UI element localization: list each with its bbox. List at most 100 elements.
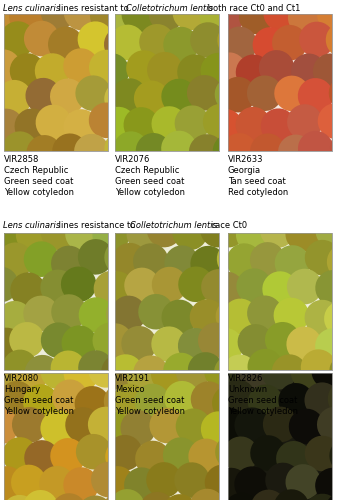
Ellipse shape xyxy=(211,52,247,88)
Ellipse shape xyxy=(75,386,110,422)
Ellipse shape xyxy=(2,132,38,167)
Ellipse shape xyxy=(250,134,285,169)
Ellipse shape xyxy=(224,493,259,500)
Ellipse shape xyxy=(101,107,136,142)
Ellipse shape xyxy=(208,328,243,364)
Ellipse shape xyxy=(133,244,168,279)
Ellipse shape xyxy=(104,81,139,116)
Text: Colletotrichum lentis: Colletotrichum lentis xyxy=(127,4,213,13)
Ellipse shape xyxy=(325,492,341,500)
Ellipse shape xyxy=(23,384,58,420)
Ellipse shape xyxy=(326,22,341,58)
Ellipse shape xyxy=(97,324,133,359)
Ellipse shape xyxy=(92,322,128,358)
Ellipse shape xyxy=(327,244,341,280)
Ellipse shape xyxy=(51,493,87,500)
Ellipse shape xyxy=(27,135,62,170)
Ellipse shape xyxy=(315,270,341,306)
Ellipse shape xyxy=(12,407,47,442)
Ellipse shape xyxy=(210,212,246,248)
Ellipse shape xyxy=(78,350,114,386)
Ellipse shape xyxy=(100,0,136,30)
Ellipse shape xyxy=(39,466,75,500)
Ellipse shape xyxy=(78,239,113,274)
Bar xyxy=(228,373,332,500)
Ellipse shape xyxy=(0,266,18,302)
Ellipse shape xyxy=(65,216,101,252)
Ellipse shape xyxy=(0,358,19,394)
Ellipse shape xyxy=(210,352,246,388)
Ellipse shape xyxy=(24,20,59,57)
Ellipse shape xyxy=(250,242,285,278)
Ellipse shape xyxy=(215,76,250,112)
Ellipse shape xyxy=(48,26,84,62)
Ellipse shape xyxy=(174,462,210,498)
Ellipse shape xyxy=(318,103,341,139)
Ellipse shape xyxy=(209,272,244,307)
Ellipse shape xyxy=(329,438,341,474)
Ellipse shape xyxy=(76,434,111,470)
Ellipse shape xyxy=(112,243,148,278)
Ellipse shape xyxy=(24,440,60,476)
Ellipse shape xyxy=(151,326,187,362)
Ellipse shape xyxy=(26,78,61,114)
Ellipse shape xyxy=(200,212,236,248)
Text: Yellow cotyledon: Yellow cotyledon xyxy=(4,188,74,197)
Ellipse shape xyxy=(162,300,197,335)
Text: race Ct0: race Ct0 xyxy=(209,221,247,230)
Ellipse shape xyxy=(41,322,76,358)
Ellipse shape xyxy=(287,268,322,304)
Ellipse shape xyxy=(328,381,341,416)
Ellipse shape xyxy=(146,462,182,498)
Text: Hungary: Hungary xyxy=(4,385,40,394)
Ellipse shape xyxy=(209,0,244,34)
Ellipse shape xyxy=(104,384,139,419)
Ellipse shape xyxy=(0,0,21,35)
Ellipse shape xyxy=(236,107,271,142)
Ellipse shape xyxy=(0,381,34,416)
Ellipse shape xyxy=(239,0,274,34)
Ellipse shape xyxy=(136,133,171,168)
Ellipse shape xyxy=(25,355,60,390)
Ellipse shape xyxy=(211,408,247,443)
Ellipse shape xyxy=(149,0,184,32)
Ellipse shape xyxy=(259,50,294,86)
Ellipse shape xyxy=(161,130,196,166)
Ellipse shape xyxy=(0,301,32,336)
Ellipse shape xyxy=(101,354,136,390)
Ellipse shape xyxy=(237,358,272,394)
Ellipse shape xyxy=(11,464,46,500)
Ellipse shape xyxy=(216,298,251,334)
Ellipse shape xyxy=(0,108,24,144)
Ellipse shape xyxy=(175,106,210,141)
Text: Green seed coat: Green seed coat xyxy=(228,396,297,405)
Ellipse shape xyxy=(236,268,272,304)
Ellipse shape xyxy=(317,0,341,33)
Ellipse shape xyxy=(35,104,71,140)
Ellipse shape xyxy=(163,352,199,388)
Ellipse shape xyxy=(263,406,298,442)
Ellipse shape xyxy=(88,406,123,442)
Ellipse shape xyxy=(222,354,257,390)
Ellipse shape xyxy=(190,246,226,282)
Ellipse shape xyxy=(139,24,175,60)
Ellipse shape xyxy=(286,326,322,362)
Ellipse shape xyxy=(152,267,187,302)
Ellipse shape xyxy=(172,214,208,250)
Text: Yellow cotyledon: Yellow cotyledon xyxy=(4,407,74,416)
Ellipse shape xyxy=(298,78,333,114)
Ellipse shape xyxy=(50,350,86,386)
Bar xyxy=(4,233,108,370)
Ellipse shape xyxy=(204,354,240,389)
Ellipse shape xyxy=(41,214,76,250)
Ellipse shape xyxy=(75,76,111,111)
Ellipse shape xyxy=(112,78,147,114)
Ellipse shape xyxy=(329,76,341,111)
Ellipse shape xyxy=(41,354,76,389)
Ellipse shape xyxy=(176,408,211,444)
Ellipse shape xyxy=(305,436,340,472)
Ellipse shape xyxy=(2,437,38,472)
Ellipse shape xyxy=(223,298,258,334)
Ellipse shape xyxy=(52,380,88,415)
Ellipse shape xyxy=(40,270,76,305)
